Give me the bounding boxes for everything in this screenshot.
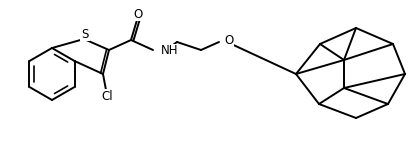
Text: Cl: Cl: [101, 90, 113, 102]
Text: S: S: [82, 27, 89, 41]
Text: O: O: [224, 34, 233, 47]
Text: NH: NH: [161, 44, 178, 58]
Text: O: O: [133, 7, 143, 20]
